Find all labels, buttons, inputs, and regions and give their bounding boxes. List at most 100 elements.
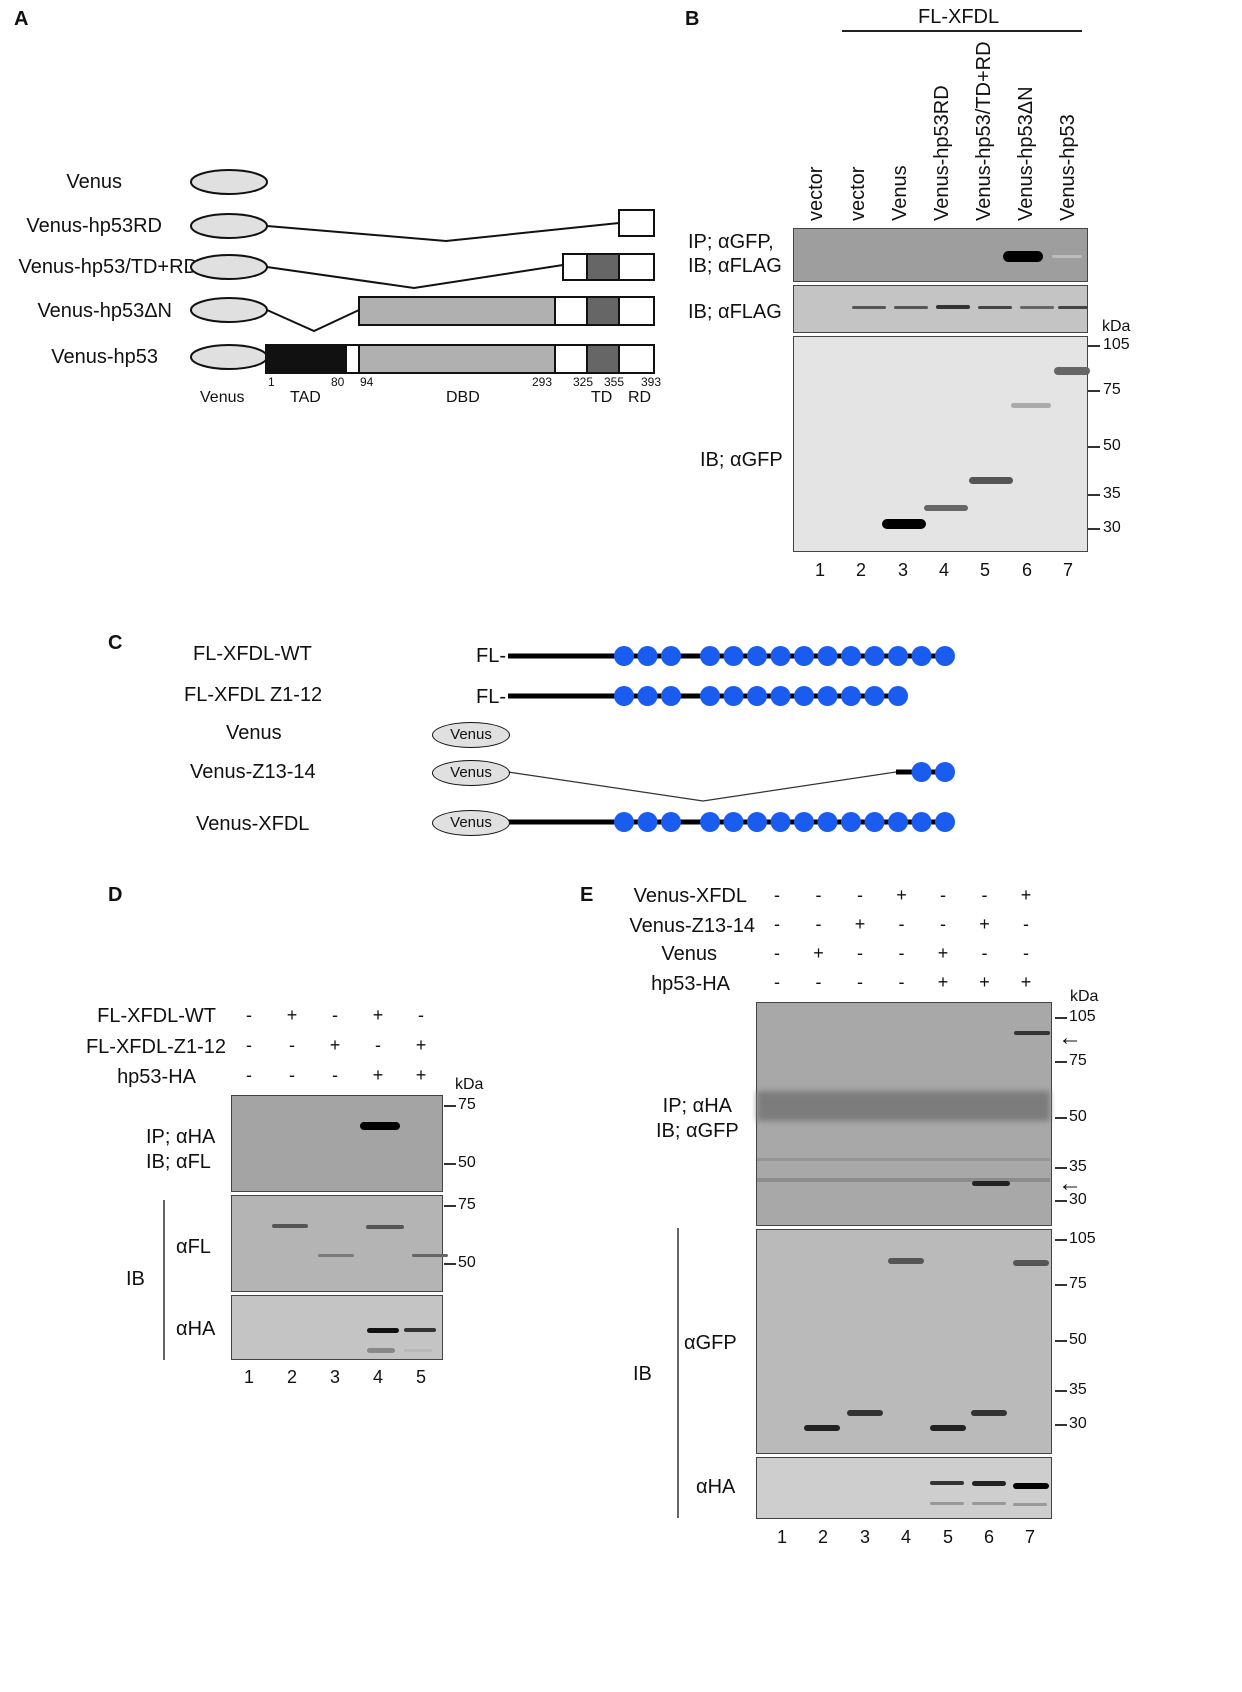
condition-sign: - bbox=[898, 972, 905, 992]
blot-label-line: IB; αGFP bbox=[656, 1120, 739, 1142]
condition-sign: - bbox=[289, 1065, 295, 1085]
domain-diagram-a bbox=[190, 169, 655, 374]
rd-domain bbox=[618, 296, 655, 326]
condition-sign: - bbox=[940, 885, 946, 905]
kda-tick bbox=[1055, 1424, 1067, 1426]
kda-marker: 105 bbox=[1069, 1008, 1096, 1025]
domain-label-rd: RD bbox=[628, 389, 652, 406]
kda-tick bbox=[1088, 446, 1100, 448]
kda-marker: 75 bbox=[1069, 1275, 1087, 1292]
kda-marker: 35 bbox=[1069, 1381, 1087, 1398]
zinc-finger bbox=[637, 646, 658, 666]
kda-tick bbox=[1055, 1017, 1067, 1019]
domain-label-tad: TAD bbox=[290, 389, 321, 406]
group-label-fl-xfdl: FL-XFDL bbox=[918, 6, 1000, 28]
condition-sign: - bbox=[246, 1035, 252, 1055]
linker-domain bbox=[554, 344, 588, 374]
kda-marker: 50 bbox=[458, 1154, 476, 1171]
zinc-finger bbox=[723, 646, 744, 666]
band bbox=[882, 519, 926, 529]
kda-marker: 30 bbox=[1103, 519, 1121, 536]
blot-label-line: IP; αHA bbox=[662, 1095, 733, 1117]
fl-tag: FL- bbox=[476, 686, 506, 708]
lane-label: Venus bbox=[889, 165, 911, 221]
position-label: 325 bbox=[573, 375, 594, 389]
zinc-finger bbox=[817, 812, 838, 832]
construct-label-venus-hp53rd: Venus-hp53RD bbox=[26, 215, 162, 237]
background-band bbox=[757, 1158, 1050, 1161]
band bbox=[412, 1254, 448, 1257]
position-label: 94 bbox=[360, 375, 374, 389]
panel-a-letter: A bbox=[14, 8, 29, 30]
condition-sign: + bbox=[1020, 972, 1032, 992]
kda-tick bbox=[1088, 528, 1100, 530]
condition-label: Venus bbox=[661, 943, 717, 965]
fl-tag: FL- bbox=[476, 645, 506, 667]
band bbox=[1013, 1483, 1049, 1489]
condition-sign: - bbox=[774, 885, 780, 905]
kda-tick bbox=[1088, 390, 1100, 392]
domain-label-td: TD bbox=[591, 389, 613, 406]
kda-marker: 30 bbox=[1069, 1415, 1087, 1432]
rd-domain bbox=[618, 209, 655, 237]
venus-tag: Venus bbox=[432, 722, 510, 748]
lane-number: 5 bbox=[979, 560, 990, 580]
zinc-finger bbox=[841, 646, 861, 666]
lane-label: vector bbox=[805, 166, 827, 221]
band bbox=[404, 1328, 436, 1332]
lane-number: 5 bbox=[942, 1527, 953, 1547]
zinc-finger bbox=[661, 812, 681, 832]
condition-sign: + bbox=[286, 1005, 298, 1025]
condition-sign: + bbox=[937, 943, 949, 963]
condition-sign: - bbox=[1023, 914, 1029, 934]
zinc-finger bbox=[935, 646, 955, 666]
condition-sign: + bbox=[372, 1005, 384, 1025]
zinc-finger bbox=[700, 646, 720, 666]
lane-number: 7 bbox=[1062, 560, 1073, 580]
construct-label-venus-hp53-tdrd: Venus-hp53/TD+RD bbox=[18, 256, 198, 278]
ib-group-bracket bbox=[677, 1228, 679, 1518]
zinc-finger bbox=[747, 646, 767, 666]
zinc-finger bbox=[911, 812, 932, 832]
domain-label-dbd: DBD bbox=[446, 389, 480, 406]
kda-marker: 50 bbox=[1069, 1108, 1087, 1125]
td-domain bbox=[586, 296, 620, 326]
condition-label: Venus-Z13-14 bbox=[629, 915, 755, 937]
band bbox=[972, 1181, 1010, 1186]
condition-sign: - bbox=[940, 914, 946, 934]
band bbox=[930, 1502, 964, 1505]
blot-agfp bbox=[756, 1229, 1052, 1454]
kda-marker: 35 bbox=[1069, 1158, 1087, 1175]
band bbox=[972, 1481, 1006, 1486]
kda-tick bbox=[1055, 1061, 1067, 1063]
condition-sign: - bbox=[898, 943, 905, 963]
lane-number: 2 bbox=[817, 1527, 828, 1547]
zinc-finger bbox=[614, 686, 634, 706]
condition-sign: - bbox=[418, 1005, 424, 1025]
linker-domain bbox=[345, 344, 360, 374]
kda-marker: 50 bbox=[1103, 437, 1121, 454]
lane-number: 5 bbox=[415, 1367, 426, 1387]
zinc-finger bbox=[911, 762, 932, 782]
zinc-finger bbox=[794, 686, 814, 706]
kda-tick bbox=[444, 1205, 456, 1207]
deletion-line bbox=[266, 222, 620, 243]
lane-number: 4 bbox=[900, 1527, 911, 1547]
blot-label-aha: αHA bbox=[696, 1476, 736, 1498]
zinc-finger bbox=[723, 812, 744, 832]
kda-marker: 75 bbox=[458, 1096, 476, 1113]
band bbox=[936, 305, 970, 309]
lane-number: 6 bbox=[983, 1527, 994, 1547]
blot-label-aha: αHA bbox=[176, 1318, 216, 1340]
band bbox=[404, 1349, 432, 1352]
panel-b-letter: B bbox=[685, 8, 700, 30]
arrow-left-icon: ← bbox=[1058, 1024, 1082, 1051]
blot-aha bbox=[231, 1295, 443, 1360]
band bbox=[930, 1481, 964, 1485]
band bbox=[1014, 1031, 1050, 1035]
condition-sign: + bbox=[896, 885, 907, 905]
venus-tag: Venus bbox=[432, 760, 510, 786]
kda-tick bbox=[1055, 1239, 1067, 1241]
kda-marker: 105 bbox=[1103, 336, 1130, 353]
zinc-finger bbox=[935, 812, 955, 832]
